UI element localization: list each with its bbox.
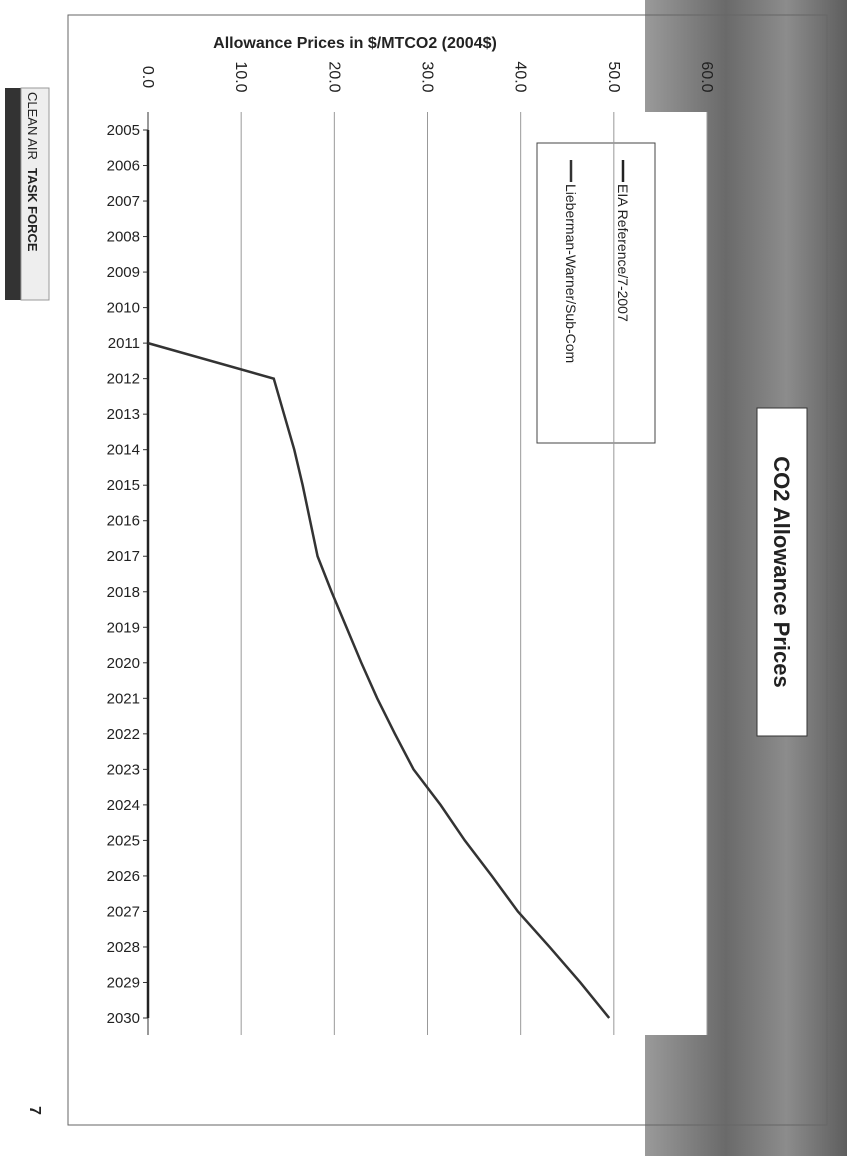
title-box [756, 407, 808, 737]
y-tick-label: 30.0 [419, 61, 436, 92]
x-tick-label: 2005 [107, 122, 140, 139]
x-tick-label: 2019 [107, 619, 140, 636]
y-tick-label: 40.0 [512, 61, 529, 92]
y-tick-label: 50.0 [605, 61, 622, 92]
x-tick-label: 2013 [107, 406, 140, 423]
y-tick-label: 0.0 [139, 66, 156, 88]
x-tick-label: 2018 [107, 584, 140, 601]
chart-frame [67, 14, 828, 1126]
legend-label: Lieberman-Warner/Sub-Com [563, 184, 579, 363]
x-tick-label: 2012 [107, 371, 140, 388]
brand-box [20, 87, 50, 301]
x-tick-label: 2030 [107, 1010, 140, 1027]
x-tick-label: 2022 [107, 726, 140, 743]
y-axis-title: Allowance Prices in $/MTCO2 (2004$) [213, 35, 497, 52]
x-tick-label: 2020 [107, 655, 140, 672]
y-tick-label: 10.0 [232, 61, 249, 92]
x-tick-label: 2015 [107, 477, 140, 494]
y-tick-label: 20.0 [325, 61, 342, 92]
x-tick-label: 2023 [107, 761, 140, 778]
brand-bold: TASK FORCE [25, 168, 40, 252]
x-tick-label: 2014 [107, 442, 140, 459]
y-tick-label: 60.0 [698, 61, 715, 92]
x-tick-label: 2007 [107, 193, 140, 210]
x-tick-label: 2021 [107, 690, 140, 707]
legend-label: EIA Reference/7-2007 [615, 184, 631, 322]
x-tick-label: 2027 [107, 903, 140, 920]
brand-bar [5, 88, 21, 300]
page-number: 7 [26, 1106, 43, 1115]
brand-light: CLEAN AIR [25, 92, 40, 160]
series-line [147, 341, 611, 1019]
x-tick-label: 2011 [108, 335, 140, 352]
x-tick-label: 2017 [107, 548, 140, 565]
x-tick-label: 2009 [107, 264, 140, 281]
x-tick-label: 2016 [107, 513, 140, 530]
x-tick-label: 2025 [107, 832, 140, 849]
x-tick-label: 2026 [107, 868, 140, 885]
chart-title: CO2 Allowance Prices [769, 456, 794, 688]
x-tick-label: 2029 [107, 974, 140, 991]
x-tick-label: 2010 [107, 300, 140, 317]
legend [536, 142, 656, 444]
x-tick-label: 2024 [107, 797, 140, 814]
x-tick-label: 2028 [107, 939, 140, 956]
x-tick-label: 2008 [107, 229, 140, 246]
x-tick-label: 2006 [107, 158, 140, 175]
